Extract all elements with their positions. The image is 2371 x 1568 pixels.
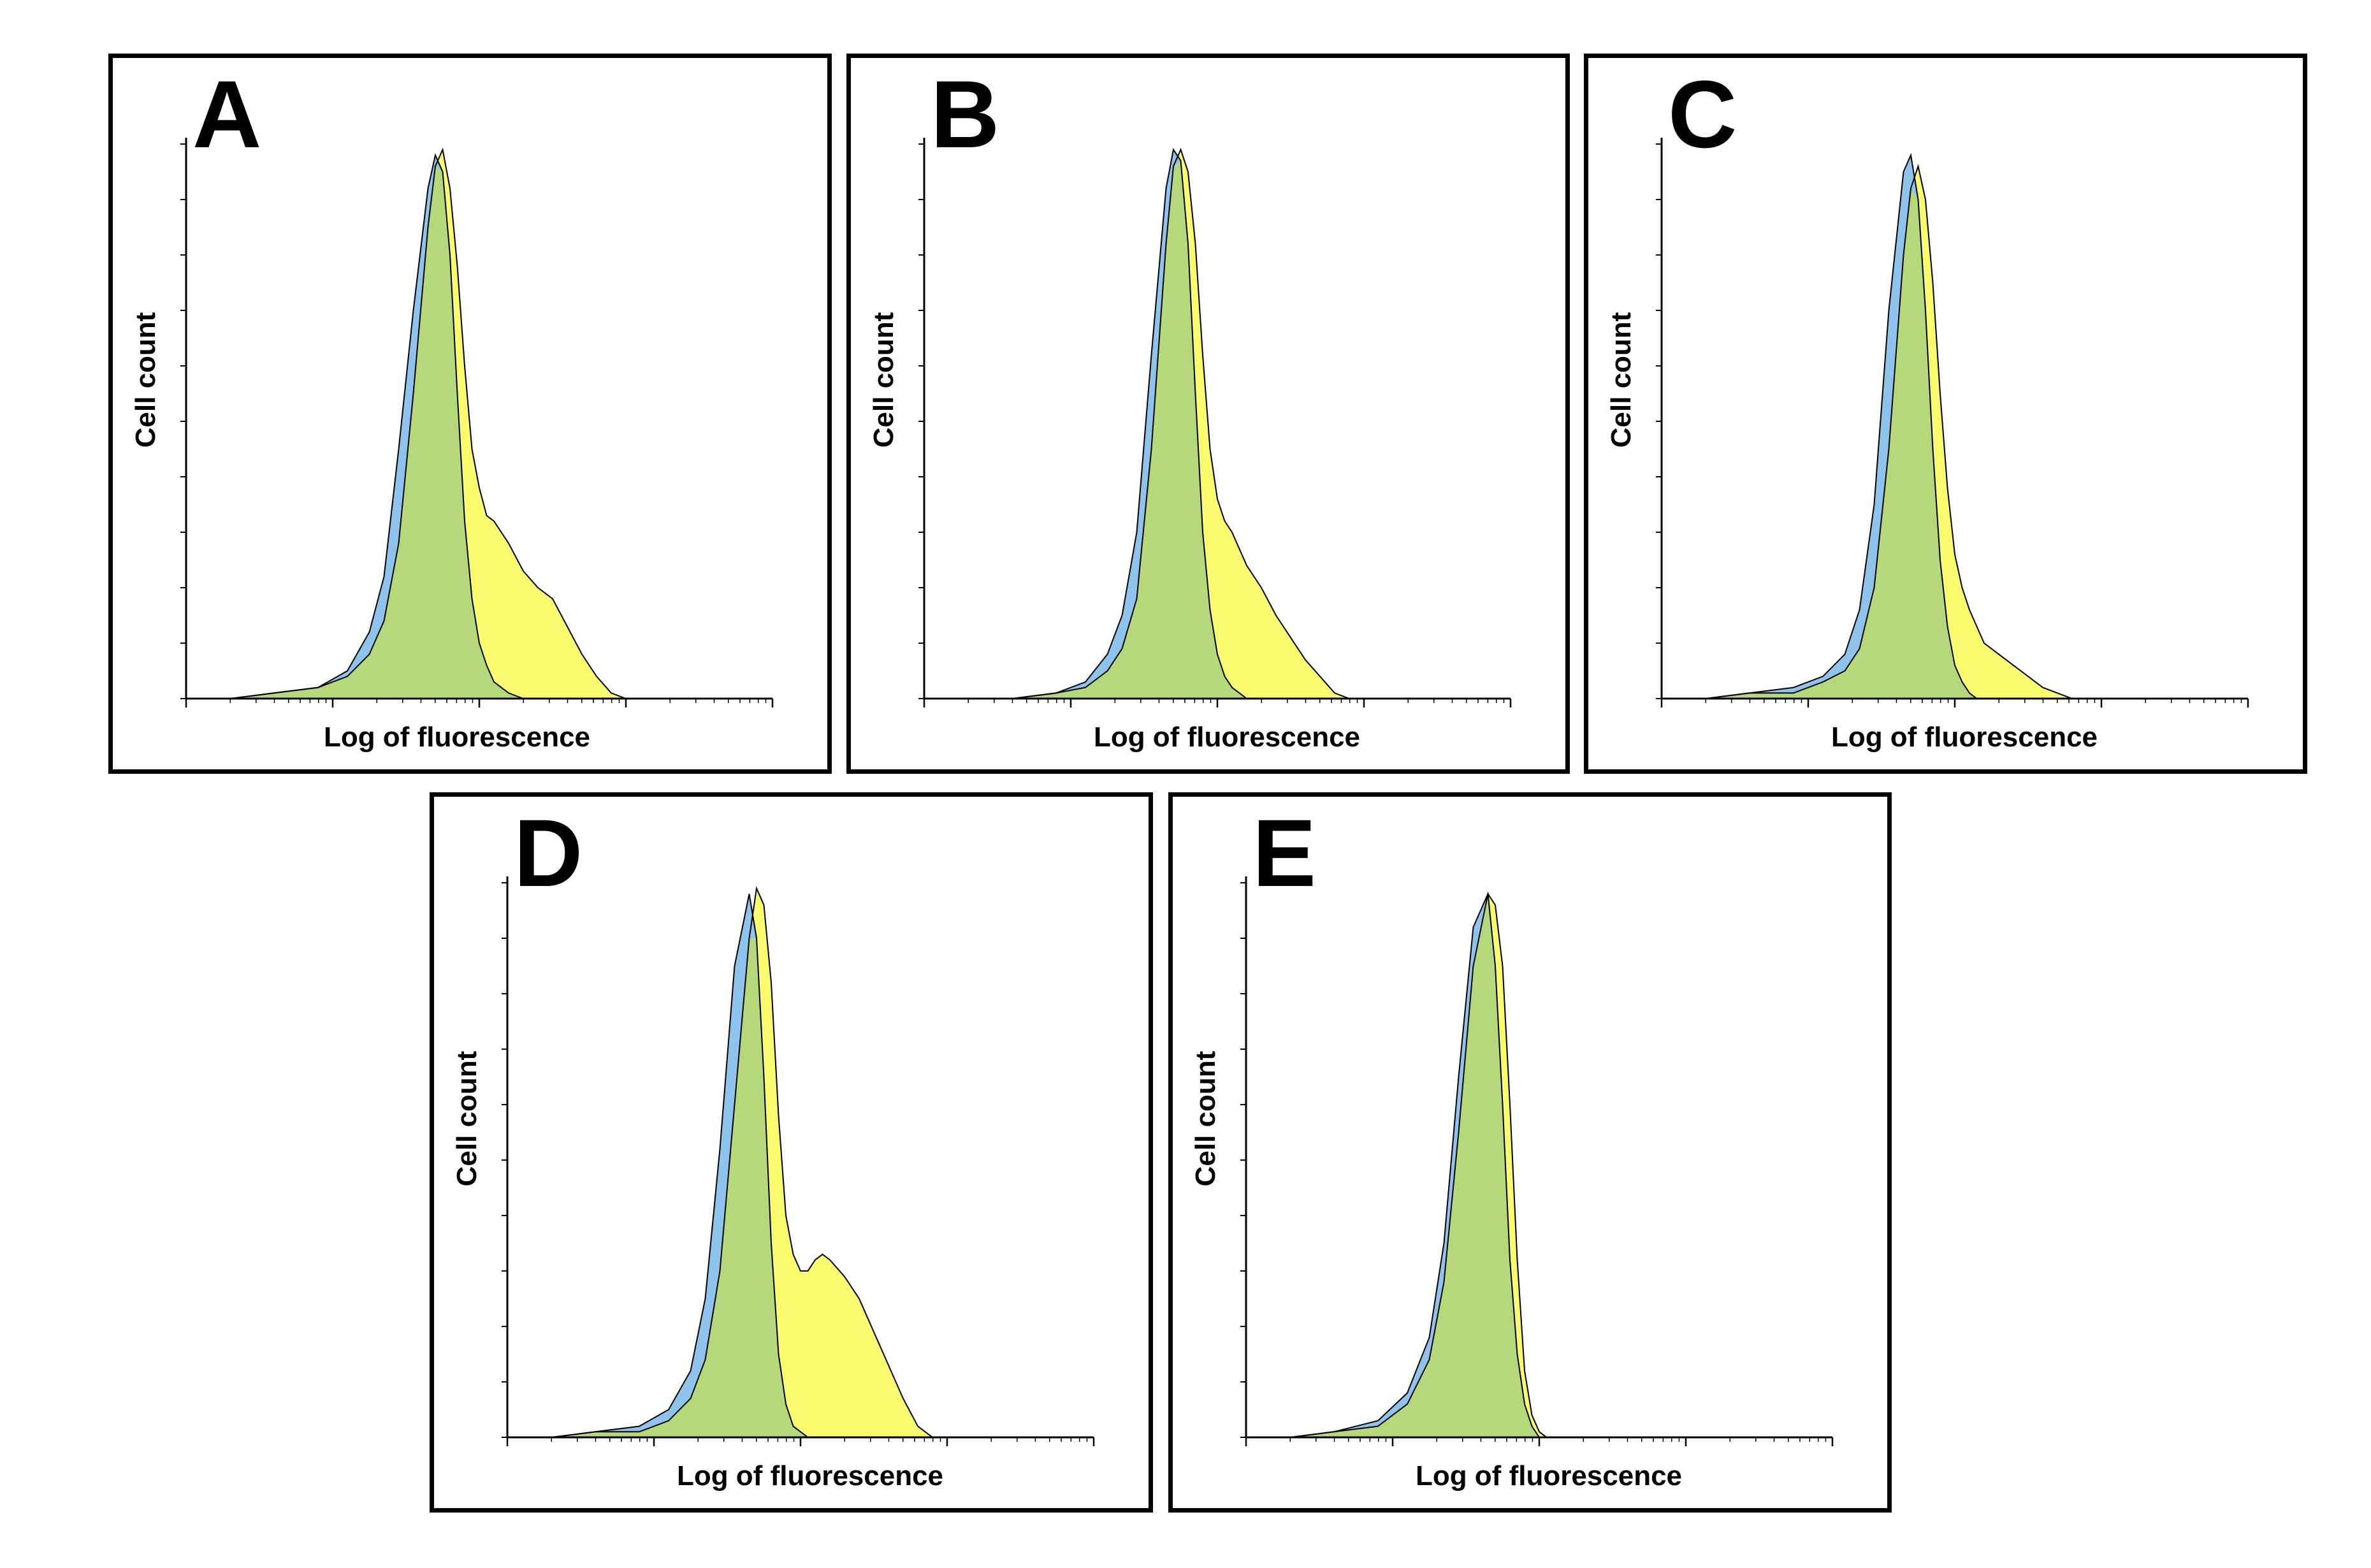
overlap-area [1246,894,1832,1437]
panel-B: B Log of fluorescence Cell count [846,54,1570,774]
y-axis-label: Cell count [130,312,161,447]
sample-outline [186,147,772,699]
histogram-svg: E Log of fluorescence Cell count [1190,799,1834,1492]
histogram-svg: D Log of fluorescence Cell count [451,799,1095,1492]
x-axis-label: Log of fluorescence [1094,722,1360,753]
plot-area [502,876,1095,1446]
panel-C: C Log of fluorescence Cell count [1584,54,2307,774]
histogram-svg: C Log of fluorescence Cell count [1606,61,2249,753]
sample-area [1662,166,2248,699]
sample-area [924,149,1511,699]
y-axis-label: Cell count [1190,1050,1221,1186]
y-axis-label: Cell count [868,312,899,447]
y-axis-label: Cell count [1606,312,1637,447]
sample-outline [924,147,1511,699]
x-axis-label: Log of fluorescence [677,1460,943,1492]
x-axis-label: Log of fluorescence [324,722,590,753]
panel-A: A Log of fluorescence Cell count [108,54,832,774]
control-outline [1246,891,1832,1438]
plot-area [1240,876,1834,1446]
sample-area [1246,894,1832,1437]
sample-outline [507,886,1094,1438]
x-axis-label: Log of fluorescence [1416,1460,1682,1492]
plot-area [1656,138,2249,708]
panel-letter: E [1252,799,1316,906]
sample-area [186,149,772,699]
plot-area [918,138,1512,708]
y-axis-label: Cell count [451,1050,482,1186]
panel-letter: D [514,799,583,906]
histogram-svg: B Log of fluorescence Cell count [868,61,1512,753]
panel-D: D Log of fluorescence Cell count [430,792,1153,1513]
panel-letter: B [931,61,999,168]
control-area [1246,894,1832,1437]
plot-area [180,138,774,708]
panel-letter: C [1668,61,1737,168]
histogram-svg: A Log of fluorescence Cell count [130,61,774,753]
panel-E: E Log of fluorescence Cell count [1168,792,1892,1513]
sample-outline [1246,892,1832,1438]
sample-area [507,888,1094,1437]
sample-outline [1662,164,2248,699]
panel-letter: A [192,61,261,168]
x-axis-label: Log of fluorescence [1831,722,2098,753]
